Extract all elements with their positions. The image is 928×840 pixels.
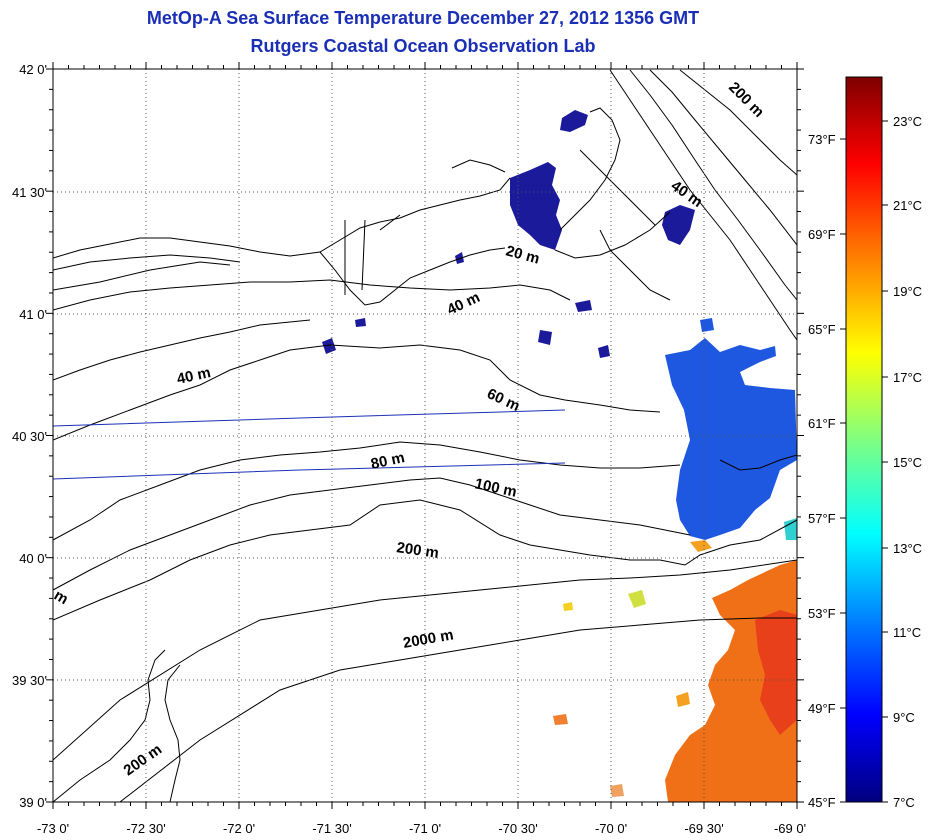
lon-label: -71 30' bbox=[312, 821, 351, 836]
celsius-label: 11°C bbox=[893, 625, 921, 640]
lat-label: 41 0' bbox=[19, 307, 47, 322]
celsius-label: 15°C bbox=[893, 455, 922, 470]
map-title: MetOp-A Sea Surface Temperature December… bbox=[146, 8, 700, 28]
latitude-labels: 42 0' 41 30' 41 0' 40 30' 40 0' 39 30' 3… bbox=[12, 62, 47, 810]
lon-label: -71 0' bbox=[409, 821, 441, 836]
sst-warm-patches bbox=[553, 518, 797, 802]
map-subtitle: Rutgers Coastal Ocean Observation Lab bbox=[250, 36, 596, 56]
fahrenheit-label: 49°F bbox=[808, 701, 836, 716]
fahrenheit-label: 69°F bbox=[808, 227, 836, 242]
lat-label: 39 0' bbox=[19, 795, 47, 810]
fahrenheit-label: 57°F bbox=[808, 511, 836, 526]
fahrenheit-label: 53°F bbox=[808, 606, 836, 621]
coastline bbox=[53, 107, 671, 306]
lat-label: 42 0' bbox=[19, 62, 47, 77]
lon-label: -72 0' bbox=[223, 821, 255, 836]
fahrenheit-label: 65°F bbox=[808, 322, 836, 337]
colorbar-celsius-labels: 23°C 21°C 19°C 17°C 15°C 13°C 11°C 9°C 7… bbox=[893, 114, 922, 810]
sst-cold-patches bbox=[322, 110, 695, 358]
fahrenheit-label: 45°F bbox=[808, 795, 836, 810]
contour-label-200m-ne: 200 m bbox=[725, 79, 767, 121]
lon-label: -73 0' bbox=[37, 821, 69, 836]
fahrenheit-label: 61°F bbox=[808, 416, 836, 431]
celsius-label: 13°C bbox=[893, 541, 922, 556]
contour-label-100m: 100 m bbox=[473, 475, 518, 500]
contour-label-2000m: 2000 m bbox=[402, 626, 455, 652]
contour-label-200m-sw: 200 m bbox=[121, 741, 166, 779]
lon-label: -69 30' bbox=[684, 821, 723, 836]
lat-label: 39 30' bbox=[12, 673, 47, 688]
contour-label-20m: 20 m bbox=[504, 242, 541, 267]
lat-label: 40 30' bbox=[12, 429, 47, 444]
contour-label-200m-mid: 200 m bbox=[395, 539, 439, 562]
lat-label: 41 30' bbox=[12, 185, 47, 200]
graticule bbox=[53, 69, 797, 802]
celsius-label: 7°C bbox=[893, 795, 915, 810]
contour-labels: 200 m 40 m 20 m 40 m 40 m 60 m 80 m 100 … bbox=[51, 79, 767, 779]
celsius-label: 9°C bbox=[893, 710, 915, 725]
sst-cool-patches bbox=[665, 318, 797, 540]
contour-label-60m: 60 m bbox=[484, 385, 522, 415]
celsius-label: 23°C bbox=[893, 114, 922, 129]
transect-lines bbox=[53, 409, 566, 480]
colorbar-ticks bbox=[840, 120, 888, 803]
colorbar bbox=[845, 76, 883, 803]
fahrenheit-label: 73°F bbox=[808, 132, 836, 147]
contour-label-80m: 80 m bbox=[369, 449, 406, 473]
lat-label: 40 0' bbox=[19, 551, 47, 566]
celsius-label: 19°C bbox=[893, 284, 922, 299]
contour-label-40m-mid: 40 m bbox=[445, 289, 483, 319]
contour-label-40m-ne: 40 m bbox=[668, 177, 706, 211]
colorbar-fahrenheit-labels: 73°F 69°F 65°F 61°F 57°F 53°F 49°F 45°F bbox=[808, 132, 836, 810]
bathymetry-contours bbox=[53, 69, 797, 802]
lon-label: -70 30' bbox=[498, 821, 537, 836]
axis-ticks bbox=[46, 62, 804, 809]
lon-label: -72 30' bbox=[126, 821, 165, 836]
contour-label-40m-west: 40 m bbox=[175, 364, 212, 388]
lon-label: -70 0' bbox=[595, 821, 627, 836]
lon-label: -69 0' bbox=[774, 821, 806, 836]
celsius-label: 17°C bbox=[893, 370, 922, 385]
longitude-labels: -73 0' -72 30' -72 0' -71 30' -71 0' -70… bbox=[37, 821, 806, 836]
celsius-label: 21°C bbox=[893, 198, 922, 213]
